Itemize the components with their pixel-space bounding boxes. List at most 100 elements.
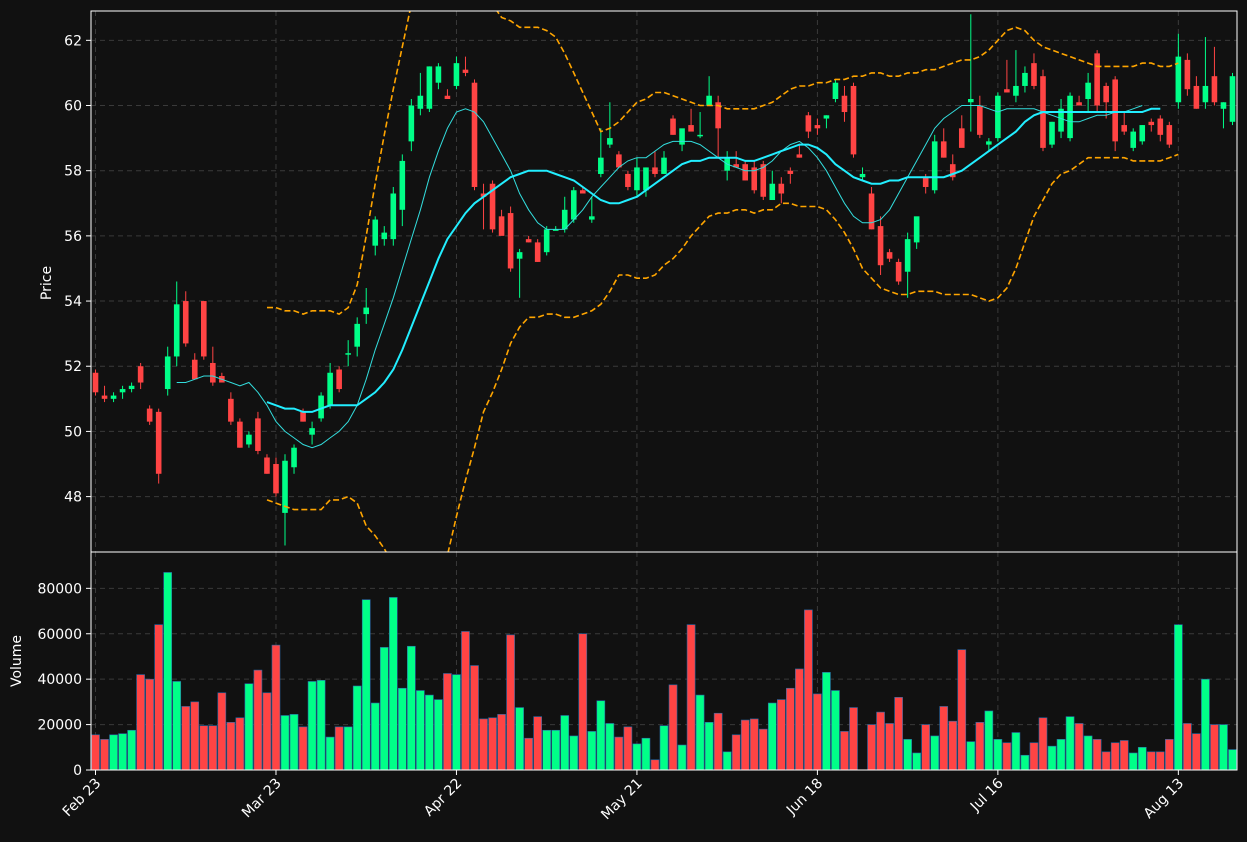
volume-bar: [695, 694, 705, 770]
candle-body: [661, 157, 667, 174]
candle-body: [336, 369, 342, 390]
candle-body: [525, 239, 532, 243]
volume-bar: [163, 572, 173, 770]
candle-body: [327, 372, 333, 406]
volume-bar: [542, 729, 552, 770]
candle-body: [570, 190, 577, 220]
volume-bar: [1165, 739, 1174, 770]
volume-bar: [894, 697, 903, 770]
candle-body: [760, 164, 767, 197]
volume-bar: [1065, 716, 1075, 770]
candle-body: [1211, 76, 1218, 103]
candle-body: [832, 82, 839, 99]
candle-body: [561, 209, 568, 230]
candle-body: [453, 63, 460, 86]
volume-bar: [217, 692, 227, 770]
volume-bar: [461, 631, 470, 770]
candle-body: [1067, 95, 1073, 139]
candle-body: [940, 141, 947, 158]
candle-body: [986, 141, 992, 145]
volume-bar: [1228, 749, 1237, 770]
volume-bar: [100, 739, 109, 770]
candle-body: [579, 190, 586, 194]
volume-bar: [731, 734, 741, 770]
price-y-tick-label: 56: [64, 229, 82, 245]
candle-body: [101, 395, 108, 399]
volume-bar: [966, 741, 976, 770]
volume-bar: [993, 739, 1003, 770]
candle-body: [390, 193, 397, 240]
volume-bar: [885, 723, 894, 770]
volume-bar: [939, 706, 949, 770]
volume-bar: [1128, 752, 1138, 770]
volume-bar: [786, 687, 795, 770]
candle-body: [399, 160, 406, 210]
candle-body: [1058, 108, 1064, 132]
volume-bar: [533, 716, 542, 770]
candle-body: [1139, 125, 1146, 142]
candle-body: [652, 167, 658, 174]
candle-body: [995, 95, 1001, 139]
volume-bar: [325, 736, 335, 770]
volume-bar: [813, 693, 822, 770]
volume-bar: [605, 723, 615, 770]
volume-bar: [515, 707, 524, 770]
candle-body: [471, 82, 478, 187]
volume-bar: [740, 719, 750, 770]
candle-body: [1166, 125, 1173, 145]
candle-body: [814, 125, 821, 129]
volume-bar: [181, 706, 191, 770]
candle-body: [146, 408, 153, 422]
candle-body: [1031, 63, 1037, 86]
candle-body: [1193, 85, 1200, 109]
candle-body: [354, 323, 360, 347]
volume-bar: [145, 678, 154, 770]
volume-bar: [1011, 732, 1021, 770]
volume-bar: [452, 674, 461, 770]
volume-bar: [614, 736, 624, 770]
candle-body: [733, 164, 739, 168]
volume-bar: [722, 751, 732, 770]
candle-body: [228, 398, 234, 422]
price-axis-label: Price: [39, 266, 55, 300]
candle-body: [1076, 102, 1082, 106]
price-y-tick-label: 48: [64, 490, 82, 506]
volume-bar: [316, 680, 326, 770]
volume-bar: [398, 687, 407, 770]
volume-bar: [876, 711, 885, 770]
candle-body: [931, 141, 938, 191]
candle-body: [381, 232, 388, 240]
volume-bar: [578, 633, 588, 770]
volume-bar: [253, 669, 263, 770]
volume-bar: [668, 684, 678, 770]
volume-bar: [154, 624, 163, 770]
volume-bar: [587, 731, 597, 770]
volume-bar: [596, 700, 606, 770]
candle-body: [968, 98, 974, 103]
volume-bar: [957, 649, 967, 770]
volume-bar: [271, 644, 281, 770]
candle-body: [1220, 102, 1227, 109]
candle-body: [1103, 85, 1109, 103]
volume-bar: [289, 714, 299, 770]
candle-body: [1175, 56, 1182, 103]
candle-body: [823, 115, 830, 119]
volume-bar: [903, 739, 912, 770]
volume-bar: [1110, 742, 1120, 770]
volume-bar: [298, 726, 308, 770]
indicator-lines: [176, 11, 1179, 552]
candle-body: [417, 95, 424, 109]
candle-body: [426, 66, 433, 109]
candle-body: [778, 183, 785, 194]
volume-bar: [1137, 746, 1147, 770]
volume-bar: [443, 673, 452, 770]
volume-bar: [235, 717, 245, 770]
candle-body: [543, 229, 550, 253]
volume-bar: [1192, 733, 1201, 770]
candle-body: [345, 353, 351, 355]
volume-bar: [506, 634, 515, 770]
candle-body: [408, 105, 415, 142]
candle-body: [255, 418, 261, 451]
volume-y-tick-label: 40000: [37, 672, 82, 688]
